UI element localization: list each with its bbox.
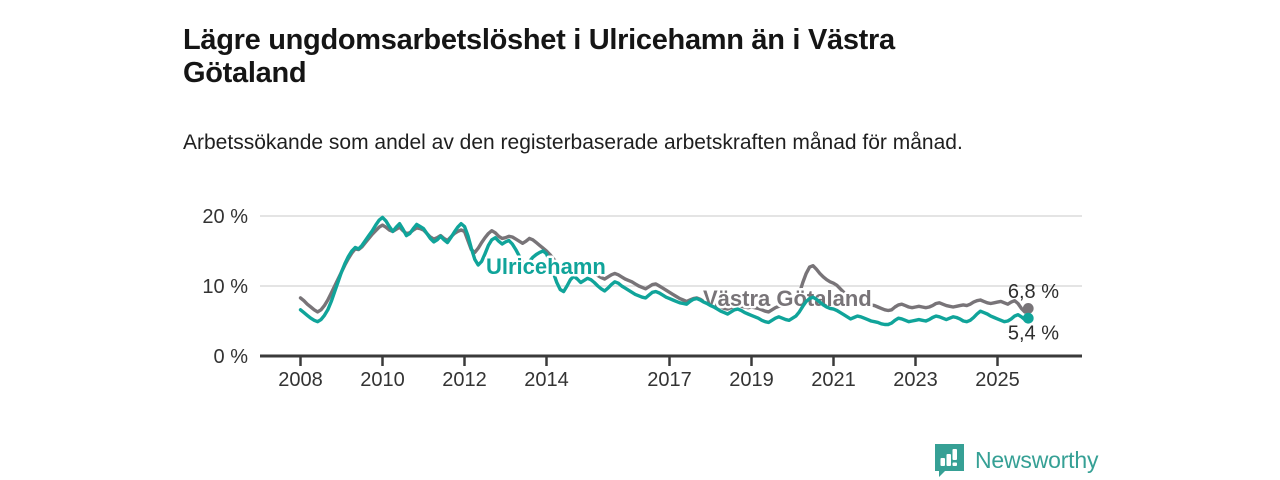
x-axis-tick-label: 2008: [278, 369, 323, 391]
end-dot-v-stra-g-taland: [1022, 303, 1034, 314]
x-axis-tick-label: 2010: [360, 369, 405, 391]
x-axis-tick-label: 2017: [647, 369, 692, 391]
end-dot-ulricehamn: [1022, 312, 1034, 324]
y-axis-tick-label: 10 %: [202, 276, 248, 298]
series-label-ulricehamn: Ulricehamn: [486, 254, 606, 279]
x-axis-tick-label: 2014: [524, 369, 569, 391]
x-axis-tick-label: 2012: [442, 369, 487, 391]
x-axis-tick-label: 2019: [729, 369, 774, 391]
line-ulricehamn: [298, 215, 1031, 327]
series-label-v-stra-g-taland: Västra Götaland: [703, 286, 872, 311]
y-axis-tick-label: 20 %: [202, 206, 248, 228]
line-v-stra-g-taland: [298, 223, 1031, 314]
x-axis-tick-label: 2021: [811, 369, 856, 391]
y-axis-tick-label: 0 %: [214, 346, 249, 368]
x-axis-tick-label: 2025: [975, 369, 1020, 391]
newsworthy-brand-link[interactable]: Newsworthy: [933, 442, 1098, 478]
brand-name: Newsworthy: [975, 446, 1099, 473]
newsworthy-chart-bubble-icon: [935, 444, 964, 477]
end-value-label: 5,4 %: [1008, 323, 1059, 345]
end-value-label: 6,8 %: [1008, 281, 1059, 303]
x-axis-tick-label: 2023: [893, 369, 938, 391]
page-title: Lägre ungdomsarbetslöshet i Ulricehamn ä…: [183, 24, 895, 90]
chart-subtitle: Arbetssökande som andel av den registerb…: [183, 131, 963, 154]
